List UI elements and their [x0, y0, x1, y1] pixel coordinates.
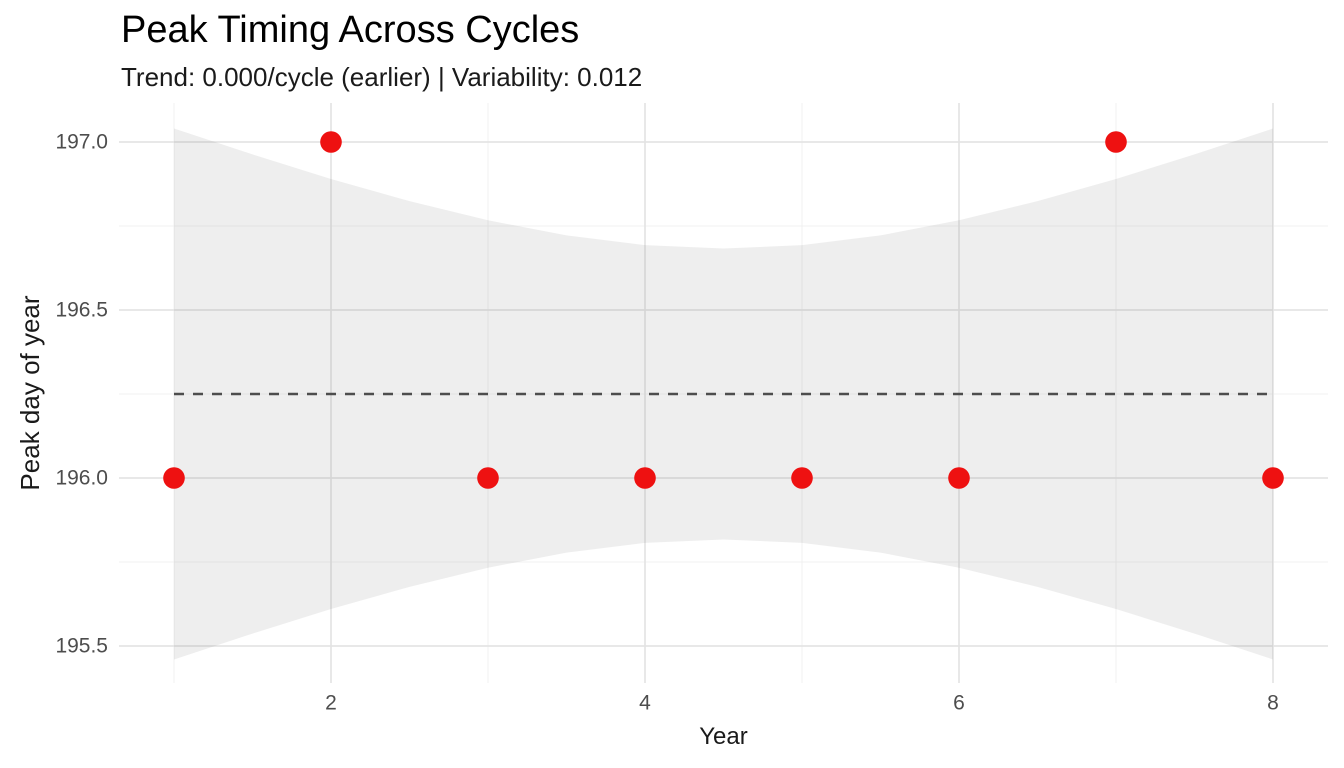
y-tick-label: 197.0: [55, 131, 108, 154]
data-point: [1262, 467, 1284, 489]
y-tick-label: 195.5: [55, 635, 108, 658]
data-point: [791, 467, 813, 489]
y-axis-title: Peak day of year: [15, 295, 45, 491]
data-point: [477, 467, 499, 489]
x-tick-label: 2: [325, 692, 337, 715]
x-tick-label: 8: [1267, 692, 1279, 715]
chart-title: Peak Timing Across Cycles: [121, 9, 580, 51]
y-tick-label: 196.5: [55, 299, 108, 322]
data-point: [320, 131, 342, 153]
x-axis-title: Year: [699, 723, 748, 750]
data-point: [948, 467, 970, 489]
x-tick-label: 6: [953, 692, 965, 715]
data-point: [634, 467, 656, 489]
x-tick-label: 4: [639, 692, 651, 715]
y-tick-label: 196.0: [55, 467, 108, 490]
confidence-band: [174, 128, 1273, 660]
data-point: [1105, 131, 1127, 153]
data-point: [163, 467, 185, 489]
chart-subtitle: Trend: 0.000/cycle (earlier) | Variabili…: [121, 62, 643, 92]
